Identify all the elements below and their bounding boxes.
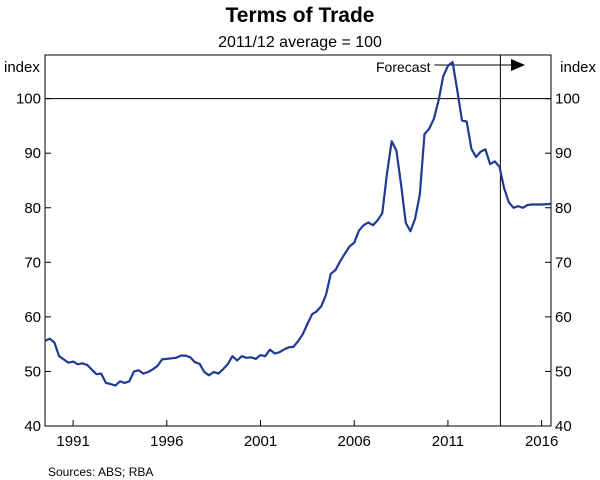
y-ticks-right: 40 50 60 70 80 90 100 (545, 91, 580, 435)
y-axis-unit-right: index (560, 59, 596, 76)
forecast-label: Forecast (376, 59, 431, 75)
y-tick-label-left: 80 (24, 200, 41, 217)
x-tick-label: 2006 (338, 433, 371, 450)
x-tick-label: 1991 (56, 433, 89, 450)
y-tick-label-left: 60 (24, 309, 41, 326)
y-tick-label-left: 100 (16, 91, 41, 108)
terms-of-trade-series-line (44, 61, 552, 387)
y-tick-label-left: 50 (24, 363, 41, 380)
x-tick-label: 2016 (525, 433, 558, 450)
y-tick-label-right: 100 (555, 91, 580, 108)
y-tick-label-right: 90 (555, 145, 572, 162)
x-tick-label: 2011 (432, 433, 464, 450)
y-tick-label-right: 40 (555, 418, 572, 435)
y-axis-unit-left: index (4, 59, 40, 76)
plot-area-frame (44, 54, 552, 427)
y-tick-label-right: 50 (555, 363, 572, 380)
source-note: Sources: ABS; RBA (48, 465, 153, 479)
forecast-arrow-head (511, 59, 525, 71)
y-tick-label-right: 60 (555, 309, 572, 326)
y-ticks-left: 40 50 60 70 80 90 100 (16, 91, 51, 435)
y-tick-label-left: 40 (24, 418, 41, 435)
x-tick-label: 1996 (150, 433, 183, 450)
y-tick-label-left: 70 (24, 254, 41, 271)
y-tick-label-left: 90 (24, 145, 41, 162)
chart-subtitle: 2011/12 average = 100 (218, 34, 382, 51)
x-tick-label: 2001 (244, 433, 277, 450)
chart-title: Terms of Trade (226, 4, 375, 27)
x-ticks: 1991 1996 2001 2006 2011 2016 (56, 420, 558, 450)
y-tick-label-right: 70 (555, 254, 572, 271)
y-tick-label-right: 80 (555, 200, 572, 217)
